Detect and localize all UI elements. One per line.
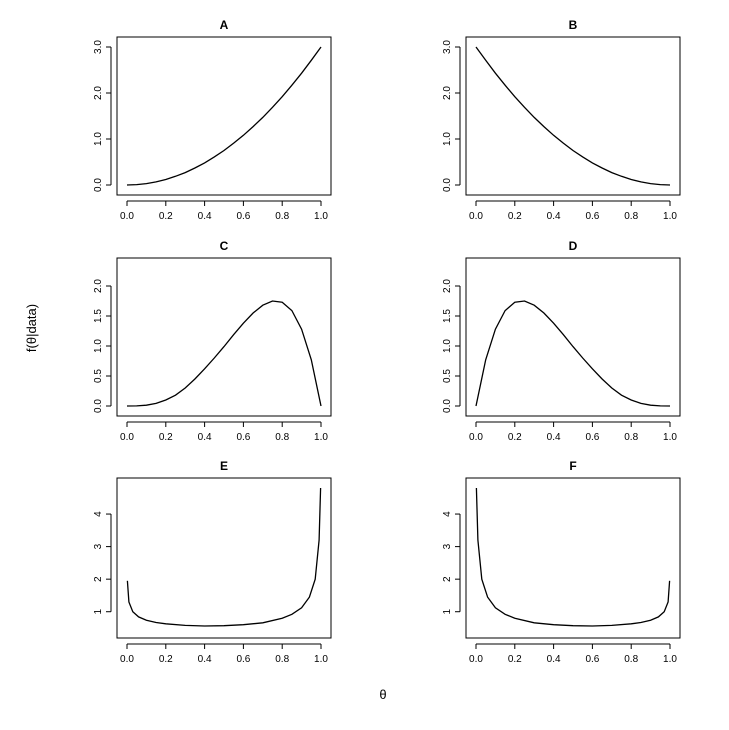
panel-title: E <box>220 459 228 473</box>
panel-title: A <box>220 18 229 32</box>
x-tick-label: 0.8 <box>624 654 638 665</box>
x-tick-label: 1.0 <box>663 654 677 665</box>
plot-frame <box>116 36 332 196</box>
x-tick-label: 0.6 <box>585 211 599 222</box>
y-tick-label: 0.5 <box>442 369 453 383</box>
x-tick-label: 0.2 <box>508 211 522 222</box>
density-curve <box>126 487 322 627</box>
y-tick-label: 1.0 <box>93 339 104 353</box>
x-tick-label: 0.6 <box>585 654 599 665</box>
y-tick-label: 3 <box>442 543 453 549</box>
x-tick-label: 0.2 <box>508 654 522 665</box>
y-tick-label: 1 <box>93 609 104 615</box>
x-tick-label: 0.4 <box>547 211 561 222</box>
plot-frame <box>465 36 681 196</box>
density-curve <box>475 487 671 627</box>
density-curve <box>475 300 671 407</box>
y-tick-label: 1.0 <box>93 132 104 146</box>
x-tick-label: 0.0 <box>469 211 483 222</box>
plot-frame <box>116 477 332 639</box>
plot-frame <box>116 257 332 417</box>
x-tick-label: 0.8 <box>624 432 638 443</box>
y-tick-label: 1 <box>442 609 453 615</box>
density-curve <box>126 300 322 407</box>
y-tick-label: 1.0 <box>442 132 453 146</box>
x-tick-label: 0.8 <box>275 432 289 443</box>
x-tick-label: 0.0 <box>469 654 483 665</box>
x-tick-label: 0.6 <box>236 654 250 665</box>
plot-frame <box>465 257 681 417</box>
y-tick-label: 2.0 <box>442 86 453 100</box>
y-tick-label: 3.0 <box>93 40 104 54</box>
y-tick-label: 4 <box>442 511 453 517</box>
density-curve <box>126 46 322 186</box>
y-tick-label: 0.0 <box>93 178 104 192</box>
y-tick-label: 3 <box>93 543 104 549</box>
y-tick-label: 0.0 <box>442 399 453 413</box>
panel-f: F 0.0 0.2 0.4 0.6 0.8 1.0 1 2 3 4 <box>442 459 681 665</box>
y-tick-label: 2.0 <box>93 86 104 100</box>
x-tick-label: 1.0 <box>314 432 328 443</box>
x-tick-label: 0.4 <box>198 432 212 443</box>
x-tick-label: 0.6 <box>585 432 599 443</box>
x-tick-label: 1.0 <box>663 211 677 222</box>
y-tick-label: 0.0 <box>442 178 453 192</box>
y-tick-label: 2 <box>93 576 104 582</box>
y-tick-label: 4 <box>93 511 104 517</box>
x-tick-label: 0.0 <box>120 211 134 222</box>
panel-a: A 0.0 0.2 0.4 0.6 0.8 1.0 0.0 1.0 2.0 3.0 <box>93 18 332 222</box>
y-tick-label: 1.0 <box>442 339 453 353</box>
x-tick-label: 0.2 <box>159 432 173 443</box>
x-tick-label: 1.0 <box>663 432 677 443</box>
panel-b: B 0.0 0.2 0.4 0.6 0.8 1.0 0.0 1.0 2.0 3.0 <box>442 18 681 222</box>
x-tick-label: 0.8 <box>624 211 638 222</box>
y-tick-label: 1.5 <box>93 309 104 323</box>
density-curve <box>475 46 671 186</box>
y-axis-label: f(θ|data) <box>24 304 39 352</box>
panel-d: D 0.0 0.2 0.4 0.6 0.8 1.0 0.0 0.5 1.0 1.5 2.0 <box>442 239 681 443</box>
x-tick-label: 0.2 <box>159 654 173 665</box>
x-tick-label: 0.0 <box>469 432 483 443</box>
x-tick-label: 1.0 <box>314 654 328 665</box>
y-tick-label: 1.5 <box>442 309 453 323</box>
panel-c: C 0.0 0.2 0.4 0.6 0.8 1.0 0.0 0.5 1.0 1.5 2.0 <box>93 239 332 443</box>
y-tick-label: 2 <box>442 576 453 582</box>
panel-title: B <box>569 18 578 32</box>
x-tick-label: 1.0 <box>314 211 328 222</box>
panel-e: E 0.0 0.2 0.4 0.6 0.8 1.0 1 2 3 4 <box>93 459 332 665</box>
x-tick-label: 0.0 <box>120 654 134 665</box>
x-tick-label: 0.0 <box>120 432 134 443</box>
x-tick-label: 0.6 <box>236 211 250 222</box>
y-tick-label: 2.0 <box>93 279 104 293</box>
y-tick-label: 3.0 <box>442 40 453 54</box>
x-tick-label: 0.8 <box>275 211 289 222</box>
x-tick-label: 0.2 <box>159 211 173 222</box>
x-tick-label: 0.4 <box>547 432 561 443</box>
x-tick-label: 0.4 <box>198 211 212 222</box>
x-tick-label: 0.2 <box>508 432 522 443</box>
x-tick-label: 0.4 <box>547 654 561 665</box>
x-tick-label: 0.4 <box>198 654 212 665</box>
x-tick-label: 0.8 <box>275 654 289 665</box>
y-tick-label: 0.5 <box>93 369 104 383</box>
y-tick-label: 2.0 <box>442 279 453 293</box>
x-axis-label: θ <box>379 687 386 702</box>
plot-frame <box>465 477 681 639</box>
x-tick-label: 0.6 <box>236 432 250 443</box>
panel-title: D <box>569 239 578 253</box>
panel-title: F <box>569 459 576 473</box>
y-tick-label: 0.0 <box>93 399 104 413</box>
panel-title: C <box>220 239 229 253</box>
